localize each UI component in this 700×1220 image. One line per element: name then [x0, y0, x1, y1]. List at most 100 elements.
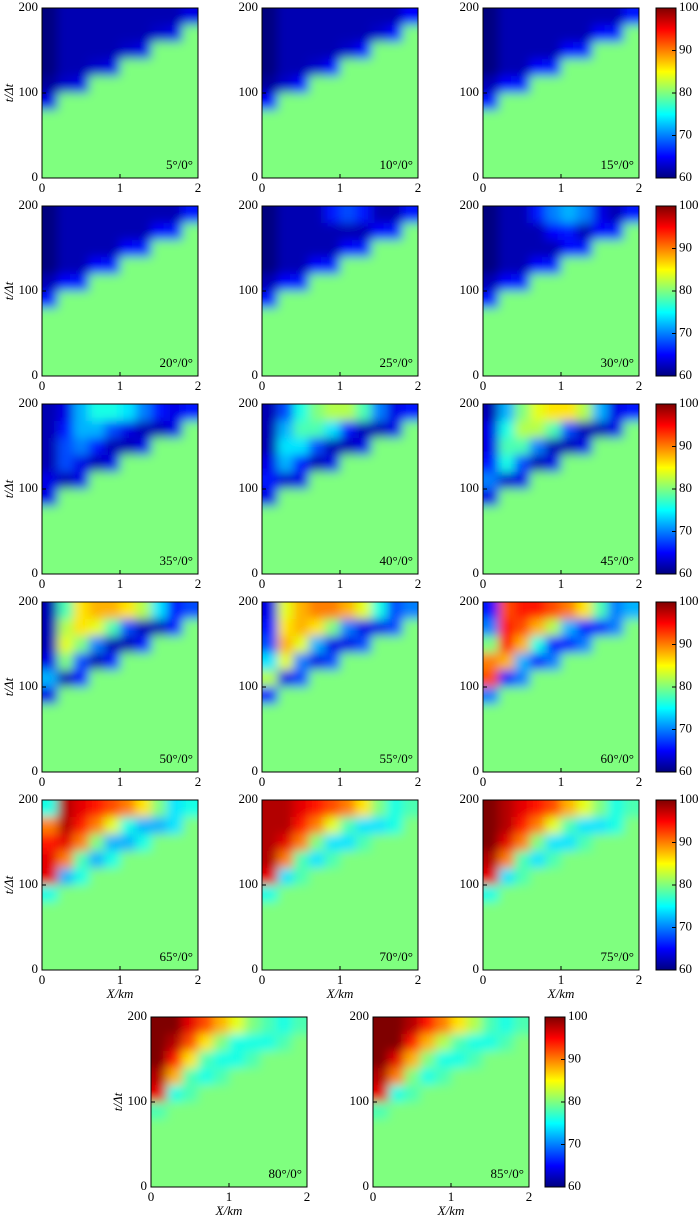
heatmap-cell [88, 438, 105, 456]
heatmap-cell [324, 540, 341, 558]
heatmap-cell [529, 308, 546, 326]
heatmap-cell [576, 76, 593, 94]
heatmap-cell [386, 342, 403, 360]
heatmap-cell [293, 653, 310, 671]
heatmap-cell [498, 308, 515, 326]
y-tick-label: 100 [460, 282, 480, 297]
heatmap-cell [57, 868, 74, 886]
x-tick-label: 1 [117, 774, 124, 789]
colorbar-tick-label: 100 [568, 1008, 588, 1023]
heatmap-cell [293, 800, 310, 818]
heatmap-cell [293, 953, 310, 970]
heatmap-cell [277, 953, 294, 970]
heatmap-cell [324, 206, 341, 224]
heatmap-cell [182, 342, 198, 360]
heatmap-cell [73, 8, 90, 26]
heatmap-cell [308, 274, 325, 292]
heatmap-cell [561, 523, 578, 541]
heatmap-cell [355, 506, 372, 524]
heatmap-cell [355, 308, 372, 326]
heatmap-cell [277, 421, 294, 439]
heatmap-cell [355, 755, 372, 772]
heatmap-cell [57, 59, 74, 77]
y-tick-label: 200 [460, 197, 480, 212]
heatmap-cell [120, 93, 137, 111]
heatmap-cell [293, 523, 310, 541]
heatmap-cell [166, 885, 183, 903]
heatmap-cell [592, 76, 609, 94]
y-tick-label: 100 [239, 876, 259, 891]
heatmap-cell [88, 506, 105, 524]
heatmap-cell [308, 291, 325, 309]
heatmap-cell [386, 161, 403, 178]
heatmap-cell [607, 885, 624, 903]
x-tick-label: 1 [558, 972, 565, 987]
heatmap-cell [135, 127, 152, 145]
heatmap-cell [607, 653, 624, 671]
heatmap-cell [166, 1119, 183, 1137]
heatmap-cell [166, 1170, 183, 1187]
heatmap-cell [576, 93, 593, 111]
heatmap-cell [576, 602, 593, 620]
heatmap-cell [514, 953, 531, 970]
heatmap-cell [513, 1153, 529, 1171]
heatmap-cell [561, 704, 578, 722]
heatmap-cell [371, 110, 388, 128]
heatmap-cell [73, 93, 90, 111]
heatmap-cell [151, 636, 168, 654]
heatmap-cell [545, 291, 562, 309]
panel-label: 45°/0° [600, 553, 634, 568]
heatmap-cell [182, 223, 198, 241]
heatmap-cell [213, 1034, 230, 1052]
heatmap-cell [419, 1034, 436, 1052]
heatmap-cell [104, 206, 121, 224]
heatmap-cell [42, 421, 59, 439]
heatmap-cell [483, 619, 500, 637]
heatmap-cell [88, 404, 105, 422]
heatmap-cell [514, 342, 531, 360]
heatmap-cell [498, 291, 515, 309]
heatmap-cell [386, 144, 403, 162]
heatmap-cell [340, 42, 357, 60]
heatmap-cell [576, 421, 593, 439]
heatmap-cell [182, 25, 198, 43]
heatmap-cell [355, 800, 372, 818]
heatmap-cell [607, 127, 624, 145]
x-tick-label: 1 [337, 576, 344, 591]
heatmap-cell [42, 59, 59, 77]
heatmap-cell [355, 342, 372, 360]
x-tick-label: 0 [480, 576, 487, 591]
heatmap-cell [104, 438, 121, 456]
heatmap-cell [293, 8, 310, 26]
heatmap-cell [120, 240, 137, 258]
heatmap-cell [386, 738, 403, 756]
heatmap-cell [308, 161, 325, 178]
heatmap-cell [576, 438, 593, 456]
heatmap-cell [529, 919, 546, 937]
heatmap-cell [576, 670, 593, 688]
heatmap-cell [120, 540, 137, 558]
heatmap-cell [229, 1102, 246, 1120]
heatmap-cell [545, 438, 562, 456]
heatmap-cell [592, 59, 609, 77]
heatmap-cell [513, 1136, 529, 1154]
heatmap-cell [561, 902, 578, 920]
heatmap-cell [623, 919, 639, 937]
heatmap-cell [151, 653, 168, 671]
heatmap-cell [293, 704, 310, 722]
heatmap-cell [57, 223, 74, 241]
x-tick-label: 2 [195, 378, 202, 393]
heatmap-cells [483, 404, 639, 574]
heatmap-cell [42, 274, 59, 292]
heatmap-cell [151, 308, 168, 326]
heatmap-cell [576, 42, 593, 60]
heatmap-cell [483, 670, 500, 688]
heatmap-cell [498, 704, 515, 722]
heatmap-cell [340, 721, 357, 739]
heatmap-cell [592, 223, 609, 241]
heatmap-cell [576, 342, 593, 360]
heatmap-cell [277, 257, 294, 275]
heatmap-cell [592, 885, 609, 903]
heatmap-cell [293, 936, 310, 954]
heatmap-cell [623, 489, 639, 507]
